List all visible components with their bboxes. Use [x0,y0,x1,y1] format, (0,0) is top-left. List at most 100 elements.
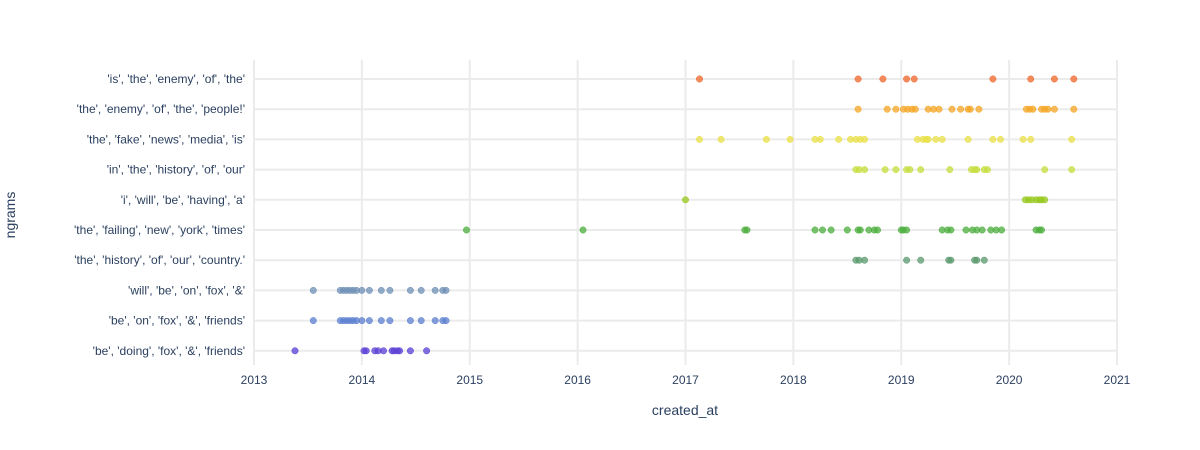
data-point [892,166,900,174]
data-point [903,226,911,234]
data-point [881,166,889,174]
y-tick-labels: 'is', 'the', 'enemy', 'of', 'the' 'the', … [74,72,245,358]
data-point [377,317,385,325]
data-point [854,75,862,83]
data-point [417,286,425,294]
data-point [380,347,387,355]
data-point [309,317,317,325]
data-point [903,256,911,264]
y-tick-label: 'the', 'fake', 'news', 'media', 'is' [87,132,245,146]
data-point [966,105,974,113]
data-point [309,286,317,294]
data-point [743,226,751,234]
data-point [717,135,725,143]
data-point [843,226,851,234]
y-tick-label: 'be', 'on', 'fox', '&', 'friends' [109,314,245,328]
data-point [978,226,986,234]
data-point [816,135,824,143]
data-point [989,75,997,83]
y-tick-label: 'be', 'doing', 'fox', '&', 'friends' [93,344,245,358]
data-point [975,105,983,113]
data-point [980,256,988,264]
data-point [827,226,835,234]
data-point [861,256,869,264]
data-point [819,226,826,234]
x-tick-label: 2019 [888,373,915,387]
data-point [854,105,862,113]
data-point [365,317,373,325]
x-tick-label: 2017 [672,373,699,387]
data-point [406,317,414,325]
data-point [948,105,956,113]
x-axis-title: created_at [652,402,718,418]
data-point [1027,75,1035,83]
data-point [1050,105,1058,113]
data-point [358,286,366,294]
data-point [431,317,439,325]
data-point [423,347,431,355]
data-point [1050,75,1058,83]
y-tick-label: 'the', 'enemy', 'of', 'the', 'people!' [77,102,245,116]
y-tick-label: 'will', 'be', 'on', 'fox', '&' [128,283,245,297]
data-point [365,286,373,294]
x-tick-label: 2021 [1104,373,1131,387]
data-point [463,226,470,234]
x-tick-label: 2015 [456,373,483,387]
data-point [964,135,972,143]
data-point [883,105,891,113]
data-point [1027,135,1035,143]
data-point [362,347,370,355]
data-point [1044,105,1052,113]
data-point [1041,196,1049,204]
data-point [579,226,587,234]
data-point [906,166,914,174]
data-point [1041,166,1049,174]
data-point [917,166,925,174]
y-axis-title: ngrams [2,192,18,239]
data-point [442,286,450,294]
y-tick-label: 'is', 'the', 'enemy', 'of', 'the' [107,72,245,86]
data-point [406,347,414,355]
data-point [386,317,394,325]
data-point [989,135,997,143]
x-tick-label: 2014 [349,373,376,387]
x-tick-label: 2020 [996,373,1023,387]
data-point [835,135,843,143]
data-point [910,75,918,83]
data-point [1019,135,1027,143]
data-point [291,347,299,355]
data-point [396,347,404,355]
data-point [938,135,946,143]
data-point [377,286,385,294]
data-point [762,135,770,143]
data-point [962,226,970,234]
data-point [811,226,819,234]
data-point [696,75,703,83]
data-point [957,105,965,113]
y-tick-label: 'the', 'failing', 'new', 'york', 'times' [74,223,245,237]
data-point [924,135,932,143]
data-point [1070,105,1078,113]
data-point [358,317,366,325]
points-layer [291,75,1078,355]
data-point [917,256,925,264]
x-tick-label: 2013 [241,373,268,387]
data-point [1068,166,1076,174]
data-point [874,226,881,234]
data-point [682,196,689,204]
data-point [947,226,955,234]
data-point [997,135,1004,143]
data-point [911,105,919,113]
y-tick-label: 'i', 'will', 'be', 'having', 'a' [121,193,245,207]
data-point [417,317,425,325]
data-point [932,135,940,143]
data-point [861,166,869,174]
data-point [1038,226,1045,234]
x-tick-labels: 2013 2014 2015 2016 2017 2018 2019 2020 2021 [241,373,1131,387]
data-point [861,135,869,143]
data-point [973,256,981,264]
data-point [442,317,450,325]
data-point [1029,105,1037,113]
y-tick-label: 'the', 'history', 'of', 'our', 'country.… [74,253,245,267]
data-point [696,135,703,143]
